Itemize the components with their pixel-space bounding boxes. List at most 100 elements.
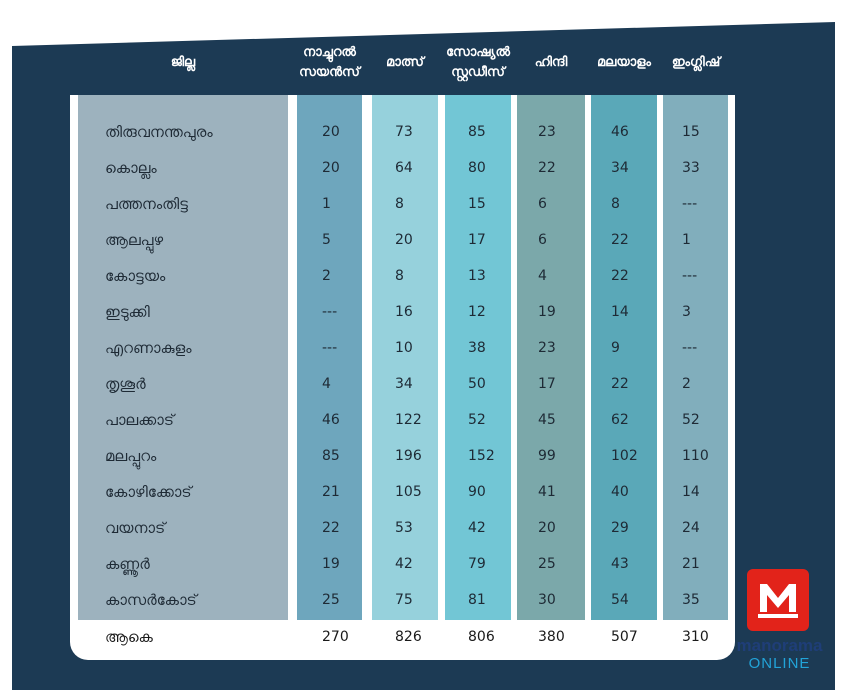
hindi-value: 23 <box>538 340 556 356</box>
hindi-value: 41 <box>538 484 556 500</box>
maths-value: 64 <box>395 160 413 176</box>
malayalam-value: 102 <box>611 448 638 464</box>
social-studies-total: 806 <box>468 629 495 645</box>
table-row: തിരുവനന്തപുരം 20 73 85 23 46 15 <box>0 114 845 150</box>
natural-science-total: 270 <box>322 629 349 645</box>
hindi-total: 380 <box>538 629 565 645</box>
natural-science-value: --- <box>322 340 338 356</box>
malayalam-value: 43 <box>611 556 629 572</box>
english-value: --- <box>682 340 698 356</box>
header-malayalam: മലയാളം <box>597 55 651 70</box>
maths-value: 196 <box>395 448 422 464</box>
header-natural-science: നാച്ചുറൽ സയൻസ് <box>299 45 360 80</box>
maths-value: 8 <box>395 268 404 284</box>
maths-value: 8 <box>395 196 404 212</box>
social-studies-column-bg <box>445 95 511 620</box>
district-name: തൃശൂർ <box>105 375 146 393</box>
social-studies-value: 17 <box>468 232 486 248</box>
table-row: എറണാകുളം --- 10 38 23 9 --- <box>0 330 845 366</box>
maths-value: 105 <box>395 484 422 500</box>
malayalam-value: 9 <box>611 340 620 356</box>
social-studies-value: 152 <box>468 448 495 464</box>
hindi-value: 45 <box>538 412 556 428</box>
natural-science-value: 22 <box>322 520 340 536</box>
english-value: --- <box>682 268 698 284</box>
malayalam-value: 29 <box>611 520 629 536</box>
hindi-value: 17 <box>538 376 556 392</box>
hindi-value: 19 <box>538 304 556 320</box>
table-row: കണ്ണൂർ 19 42 79 25 43 21 <box>0 546 845 582</box>
malayalam-total: 507 <box>611 629 638 645</box>
english-value: --- <box>682 196 698 212</box>
table-row: പാലക്കാട് 46 122 52 45 62 52 <box>0 402 845 438</box>
malayalam-value: 14 <box>611 304 629 320</box>
social-studies-value: 80 <box>468 160 486 176</box>
header-social-studies: സോഷ്യൽ സ്റ്റഡീസ് <box>446 45 510 80</box>
social-studies-value: 13 <box>468 268 486 284</box>
malayalam-value: 62 <box>611 412 629 428</box>
hindi-value: 6 <box>538 232 547 248</box>
table-row: ആലപ്പുഴ 5 20 17 6 22 1 <box>0 222 845 258</box>
district-name: വയനാട് <box>105 519 166 537</box>
table-row: കോഴിക്കോട് 21 105 90 41 40 14 <box>0 474 845 510</box>
maths-value: 53 <box>395 520 413 536</box>
district-name: എറണാകുളം <box>105 339 192 357</box>
english-value: 24 <box>682 520 700 536</box>
district-name: പാലക്കാട് <box>105 411 174 429</box>
social-studies-value: 38 <box>468 340 486 356</box>
table-row: പത്തനംതിട്ട 1 8 15 6 8 --- <box>0 186 845 222</box>
malayalam-value: 46 <box>611 124 629 140</box>
total-row: ആകെ 270 826 806 380 507 310 <box>0 619 845 655</box>
english-value: 52 <box>682 412 700 428</box>
header-maths: മാത്സ് <box>386 55 424 70</box>
natural-science-value: 1 <box>322 196 331 212</box>
english-value: 33 <box>682 160 700 176</box>
district-name: കാസർകോട് <box>105 591 197 609</box>
social-studies-value: 85 <box>468 124 486 140</box>
natural-science-value: --- <box>322 304 338 320</box>
natural-science-value: 4 <box>322 376 331 392</box>
malayalam-column-bg <box>591 95 657 620</box>
english-value: 21 <box>682 556 700 572</box>
english-value: 2 <box>682 376 691 392</box>
natural-science-value: 46 <box>322 412 340 428</box>
social-studies-value: 42 <box>468 520 486 536</box>
manorama-logo-icon <box>747 569 809 631</box>
malayalam-value: 54 <box>611 592 629 608</box>
malayalam-value: 22 <box>611 232 629 248</box>
header-hindi: ഹിന്ദി <box>534 55 568 70</box>
malayalam-value: 22 <box>611 376 629 392</box>
social-studies-value: 90 <box>468 484 486 500</box>
table-row: കോട്ടയം 2 8 13 4 22 --- <box>0 258 845 294</box>
english-value: 15 <box>682 124 700 140</box>
total-label: ആകെ <box>105 628 153 646</box>
natural-science-value: 5 <box>322 232 331 248</box>
district-name: കൊല്ലം <box>105 159 157 177</box>
english-value: 1 <box>682 232 691 248</box>
hindi-value: 20 <box>538 520 556 536</box>
natural-science-value: 25 <box>322 592 340 608</box>
social-studies-value: 52 <box>468 412 486 428</box>
district-name: കോഴിക്കോട് <box>105 483 192 501</box>
table-row: തൃശൂർ 4 34 50 17 22 2 <box>0 366 845 402</box>
maths-value: 75 <box>395 592 413 608</box>
hindi-value: 22 <box>538 160 556 176</box>
table-row: മലപ്പുറം 85 196 152 99 102 110 <box>0 438 845 474</box>
district-name: കോട്ടയം <box>105 267 166 285</box>
natural-science-value: 85 <box>322 448 340 464</box>
maths-value: 73 <box>395 124 413 140</box>
maths-value: 34 <box>395 376 413 392</box>
malayalam-value: 34 <box>611 160 629 176</box>
brand-subtitle: ONLINE <box>748 655 811 672</box>
maths-value: 20 <box>395 232 413 248</box>
english-value: 3 <box>682 304 691 320</box>
district-name: ആലപ്പുഴ <box>105 231 164 249</box>
english-value: 35 <box>682 592 700 608</box>
english-total: 310 <box>682 629 709 645</box>
district-name: ഇടുക്കി <box>105 303 150 321</box>
maths-column-bg <box>372 95 438 620</box>
hindi-value: 99 <box>538 448 556 464</box>
maths-value: 122 <box>395 412 422 428</box>
social-studies-value: 15 <box>468 196 486 212</box>
natural-science-value: 20 <box>322 160 340 176</box>
